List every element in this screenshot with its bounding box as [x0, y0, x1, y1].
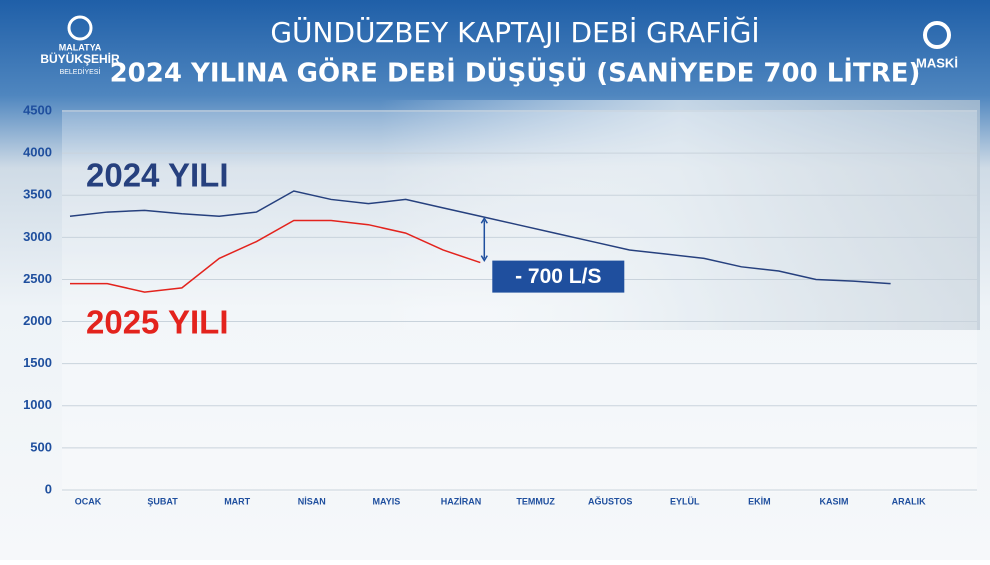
x-tick-label: HAZİRAN [441, 496, 482, 506]
arrow-head [480, 216, 488, 263]
logo-icon [67, 15, 93, 41]
x-tick-label: OCAK [75, 496, 102, 506]
x-tick-label: EKİM [748, 496, 771, 506]
logo-text: MASKİ [916, 55, 958, 70]
legend-label: 2024 YILI [86, 157, 229, 194]
x-tick-label: ŞUBAT [147, 496, 178, 506]
line-series [70, 219, 481, 293]
line-series [69, 190, 891, 285]
x-tick-label: NİSAN [298, 496, 326, 506]
annotation: - 700 L/S [515, 265, 601, 288]
chart-title: GÜNDÜZBEY KAPTAJI DEBİ GRAFİĞİ [270, 15, 759, 49]
y-tick-label: 4500 [23, 102, 52, 117]
y-tick-label: 3000 [23, 229, 52, 244]
y-tick-label: 500 [30, 439, 52, 454]
y-tick-label: 3500 [23, 187, 52, 202]
logo-text: BELEDİYESİ [60, 67, 101, 76]
y-tick-label: 1000 [23, 397, 52, 412]
x-tick-label: EYLÜL [670, 496, 700, 506]
x-tick-label: MART [224, 496, 250, 506]
y-tick-label: 2500 [23, 271, 52, 286]
y-tick-label: 1500 [23, 355, 52, 370]
y-tick-label: 0 [45, 481, 52, 496]
y-tick-label: 4000 [23, 145, 52, 160]
x-tick-label: TEMMUZ [516, 496, 555, 506]
x-tick-label: AĞUSTOS [588, 495, 632, 506]
legend-label: 2025 YILI [86, 304, 229, 341]
chart-subtitle: 2024 YILINA GÖRE DEBİ DÜŞÜŞÜ (SANİYEDE 7… [110, 56, 921, 89]
logo-text: MALATYA [59, 42, 102, 52]
logo-icon [923, 21, 951, 49]
x-tick-label: ARALIK [892, 496, 926, 506]
logo-text: BÜYÜKŞEHİR [40, 51, 120, 66]
x-tick-label: KASIM [820, 496, 849, 506]
annotation-box [492, 260, 625, 293]
waterfall [380, 100, 980, 330]
plot-area [62, 110, 977, 492]
y-tick-label: 2000 [23, 313, 52, 328]
x-tick-label: MAYIS [373, 496, 401, 506]
